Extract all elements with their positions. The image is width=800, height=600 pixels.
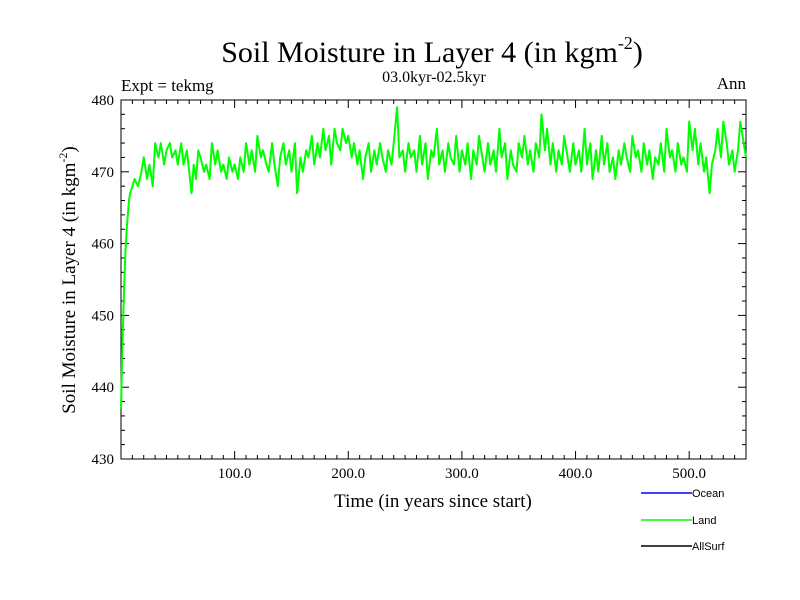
experiment-label: Expt = tekmg (121, 76, 214, 95)
legend-label-allsurf: AllSurf (692, 541, 725, 553)
y-axis: 430 440 450 460 470 480 (92, 93, 746, 468)
time-range-label: 03.0kyr-02.5kyr (382, 69, 486, 86)
y-tick-label: 480 (92, 93, 115, 109)
y-tick-label: 450 (92, 308, 115, 324)
y-tick-label: 430 (92, 452, 115, 468)
x-tick-label: 200.0 (331, 466, 365, 482)
series-lines (120, 106, 747, 409)
y-tick-label: 440 (92, 380, 115, 396)
y-tick-label: 460 (92, 237, 115, 253)
x-tick-label: 500.0 (672, 466, 706, 482)
y-axis-label: Soil Moisture in Layer 4 (in kgm-2) (56, 146, 80, 414)
legend: Ocean Land AllSurf (641, 488, 725, 553)
legend-label-ocean: Ocean (692, 488, 724, 500)
plot-area (120, 99, 747, 460)
x-tick-label: 400.0 (559, 466, 593, 482)
legend-label-land: Land (692, 515, 716, 527)
x-tick-label: 300.0 (445, 466, 479, 482)
x-tick-label: 100.0 (218, 466, 252, 482)
y-tick-label: 470 (92, 165, 115, 181)
season-label: Ann (717, 74, 747, 93)
x-axis-label: Time (in years since start) (334, 491, 532, 512)
chart-title: Soil Moisture in Layer 4 (in kgm-2) (221, 33, 643, 69)
series-line-land (120, 106, 747, 409)
x-axis: 100.0 200.0 300.0 400.0 500.0 (131, 100, 736, 482)
